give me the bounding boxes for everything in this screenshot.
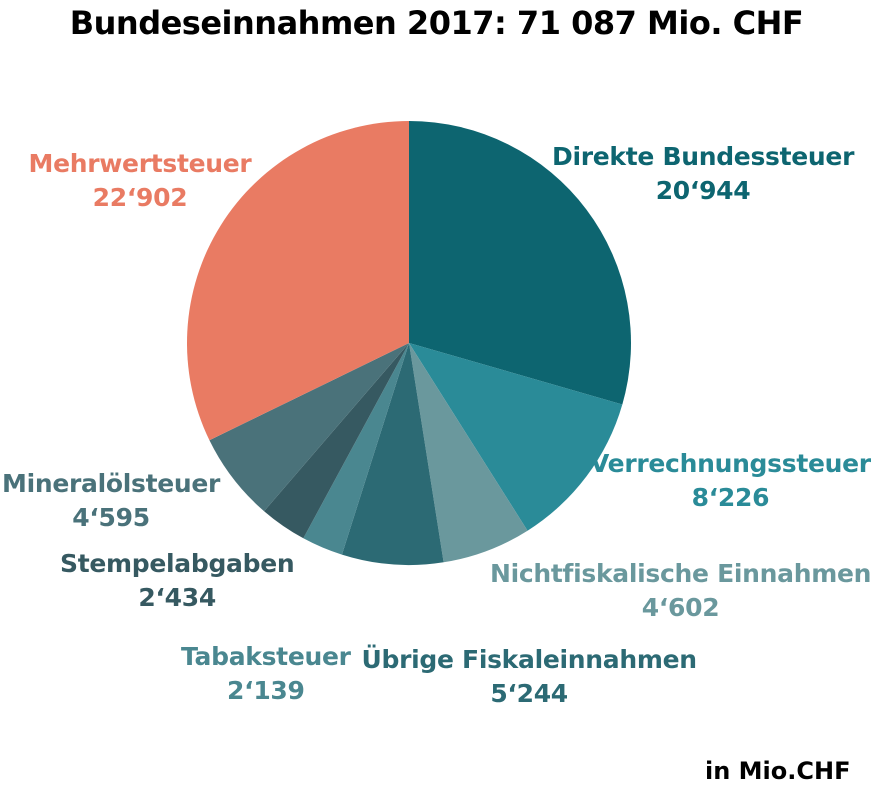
pie-slice-mehrwertsteuer [187, 121, 409, 441]
chart-title: Bundeseinnahmen 2017: 71 087 Mio. CHF [69, 4, 804, 42]
slice-name: Mehrwertsteuer [28, 149, 252, 178]
slice-value: 2‘139 [227, 676, 305, 705]
slice-name: Stempelabgaben [60, 549, 295, 578]
slice-value: 8‘226 [691, 483, 770, 512]
slice-name: Nichtfiskalische Einnahmen [490, 559, 872, 588]
slice-label-nichtfiskalische-einnahmen: Nichtfiskalische Einnahmen 4‘602 [490, 557, 871, 625]
slice-name: Verrechnungssteuer [590, 449, 871, 478]
pie-slice-stempelabgaben [264, 343, 409, 539]
pie-slice-nichtfiskalische-einnahmen [409, 343, 528, 563]
slice-value: 5‘244 [490, 679, 568, 708]
slice-label-stempelabgaben: Stempelabgaben 2‘434 [60, 547, 295, 615]
pie-slice-uebrige-fiskaleinnahmen [341, 343, 444, 566]
slice-name: Direkte Bundessteuer [552, 142, 855, 171]
pie-slice-direkte-bundessteuer [409, 121, 632, 405]
slice-label-mineraloelsteuer: Mineralölsteuer 4‘595 [2, 467, 220, 535]
slice-name: Tabaksteuer [181, 642, 351, 671]
pie-slice-tabaksteuer [303, 343, 409, 555]
slice-value: 20‘944 [655, 176, 751, 205]
slice-name: Übrige Fiskaleinnahmen [361, 645, 698, 674]
slice-label-tabaksteuer: Tabaksteuer 2‘139 [181, 640, 351, 708]
slice-label-verrechnungssteuer: Verrechnungssteuer 8‘226 [590, 447, 871, 515]
slice-value: 4‘602 [641, 593, 720, 622]
slice-value: 22‘902 [92, 183, 188, 212]
slice-label-direkte-bundessteuer: Direkte Bundessteuer 20‘944 [552, 140, 854, 208]
slice-name: Mineralölsteuer [2, 469, 221, 498]
unit-note: in Mio.CHF [705, 757, 851, 785]
slice-label-uebrige-fiskaleinnahmen: Übrige Fiskaleinnahmen 5‘244 [361, 643, 698, 711]
slice-value: 2‘434 [138, 583, 216, 612]
slice-value: 4‘595 [72, 503, 150, 532]
slice-label-mehrwertsteuer: Mehrwertsteuer 22‘902 [29, 147, 252, 215]
pie-slice-verrechnungssteuer [409, 343, 623, 531]
pie-slice-mineraloelsteuer [209, 343, 409, 512]
